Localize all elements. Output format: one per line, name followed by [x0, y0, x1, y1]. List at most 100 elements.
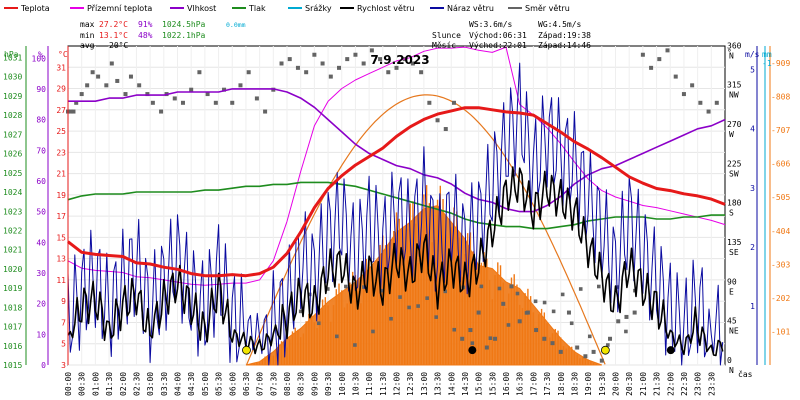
humidity-tick-label: 30: [36, 269, 46, 278]
direction-point: [398, 295, 402, 299]
temp-tick-label: 3: [61, 361, 66, 370]
temp-tick-label: 29: [56, 85, 66, 94]
x-tick-label: 18:00: [557, 372, 566, 396]
direction-point: [714, 100, 719, 105]
direction-tick-degree: 360: [727, 41, 742, 50]
direction-point: [479, 284, 484, 289]
direction-point: [624, 329, 628, 334]
wind-tick-label: 4: [750, 125, 755, 134]
direction-point: [254, 96, 259, 101]
temp-unit: °C: [58, 50, 68, 59]
x-tick-label: 07:00: [256, 372, 265, 396]
direction-point: [690, 83, 695, 88]
direction-point: [533, 299, 538, 304]
x-tick-label: 08:30: [297, 372, 306, 396]
pressure-tick-label: 1029: [3, 92, 22, 101]
pressure-tick-label: 1015: [3, 361, 22, 370]
series-line-teplota: [67, 106, 726, 278]
x-tick-label: 04:00: [174, 372, 183, 396]
chart-header: 7.9.2023 Teplota Přízemní teplota Vlhkost T…: [4, 4, 591, 67]
direction-point: [337, 65, 342, 70]
direction-point: [68, 109, 73, 114]
x-tick-label: 15:30: [488, 372, 497, 396]
pressure-tick-label: 1026: [3, 150, 22, 159]
x-tick-label: 11:30: [379, 372, 388, 396]
x-tick-label: 18:30: [570, 372, 579, 396]
direction-point: [123, 92, 128, 97]
direction-point: [307, 292, 312, 297]
moon-marker: [666, 346, 675, 355]
direction-point: [104, 83, 109, 88]
wind-ws: WS:3.6m/s: [469, 20, 513, 29]
direction-point: [410, 61, 415, 66]
direction-point: [312, 52, 317, 57]
direction-tick-label: N: [729, 51, 734, 60]
direction-point: [298, 309, 303, 314]
legend-label-naraz: Náraz větru: [447, 4, 494, 13]
direction-point: [419, 70, 424, 75]
rain-unit: mm: [762, 50, 772, 59]
x-tick-label: 12:30: [406, 372, 415, 396]
legend-label-vlhkost: Vlhkost: [187, 4, 216, 13]
direction-point: [587, 334, 592, 339]
pressure-tick-label: 1017: [3, 323, 22, 332]
x-tick-label: 08:00: [283, 372, 292, 396]
x-tick-label: 17:00: [529, 372, 538, 396]
x-tick-label: 03:30: [160, 372, 169, 396]
direction-point: [150, 100, 155, 105]
temp-tick-label: 17: [56, 212, 66, 221]
direction-point: [488, 336, 493, 340]
direction-point: [624, 314, 629, 319]
astro-moon-label: Měsíc: [432, 41, 456, 50]
radiation-tick-label: -303: [771, 260, 790, 269]
series-line-rychlost: [67, 166, 724, 357]
direction-point: [109, 61, 114, 66]
radiation-tick-label: -404: [771, 227, 790, 236]
radiation-tick-label: -707: [771, 126, 790, 135]
direction-point: [295, 65, 300, 70]
x-tick-label: 02:00: [119, 372, 128, 396]
humidity-tick-label: 20: [36, 300, 46, 309]
temp-tick-label: 21: [56, 170, 66, 179]
direction-point: [128, 74, 133, 79]
direction-point: [205, 92, 210, 97]
temp-tick-label: 9: [61, 297, 66, 306]
direction-point: [649, 65, 654, 70]
direction-point: [484, 345, 489, 350]
axes: hPa% °C ° m/s mmčas1015101610171018101910201…: [3, 41, 790, 396]
direction-point: [497, 286, 502, 291]
direction-point: [434, 315, 438, 319]
x-tick-label: 04:30: [187, 372, 196, 396]
humidity-tick-label: 60: [36, 177, 46, 186]
direction-point: [578, 287, 583, 291]
direction-point: [501, 301, 506, 306]
direction-point: [389, 316, 393, 321]
direction-point: [698, 100, 703, 105]
temp-tick-label: 13: [56, 255, 66, 264]
series-lines: [67, 46, 726, 366]
direction-point: [344, 284, 348, 289]
direction-point: [90, 70, 95, 75]
direction-point: [369, 48, 374, 53]
x-tick-label: 13:00: [420, 372, 429, 396]
direction-point: [542, 336, 547, 341]
humidity-tick-label: 0: [41, 361, 46, 370]
x-tick-label: 21:30: [653, 372, 662, 396]
direction-point: [230, 100, 235, 105]
direction-point: [74, 100, 79, 105]
x-tick-label: 22:00: [666, 372, 675, 396]
x-tick-label: 05:00: [201, 372, 210, 396]
x-tick-label: 06:30: [242, 372, 251, 396]
direction-point: [451, 100, 456, 105]
legend-label-rychlost: Rychlost větru: [357, 4, 414, 13]
direction-point: [435, 118, 440, 123]
direction-point: [172, 96, 177, 101]
direction-point: [222, 87, 227, 92]
x-tick-label: 12:00: [393, 372, 402, 396]
direction-point: [213, 100, 218, 105]
stat-min-press: 1022.1hPa: [162, 31, 206, 40]
temp-tick-label: 23: [56, 148, 66, 157]
direction-point: [386, 70, 391, 75]
series-line-naraz: [67, 62, 724, 366]
pressure-tick-label: 1028: [3, 111, 22, 120]
